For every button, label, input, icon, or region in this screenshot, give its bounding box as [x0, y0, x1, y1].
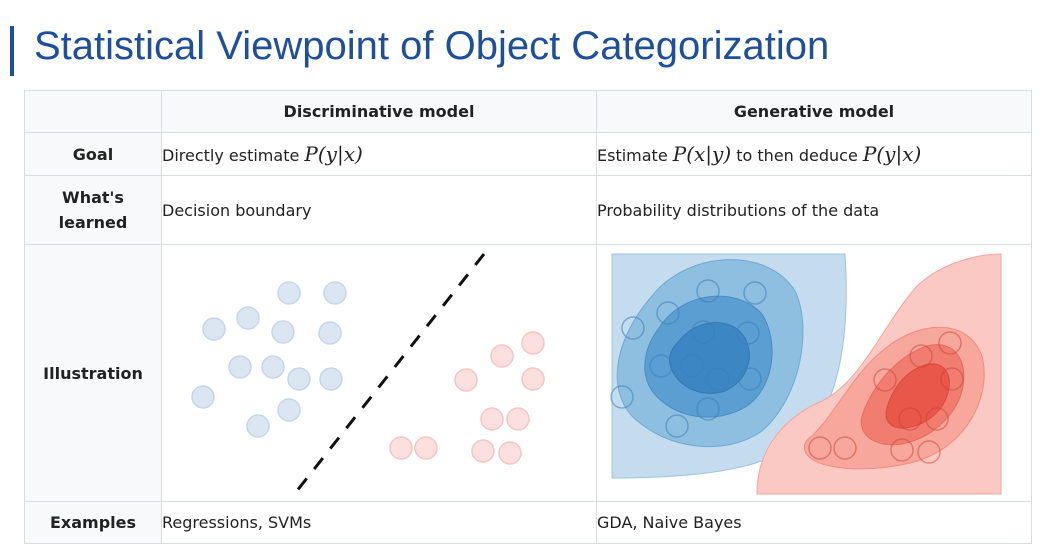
- blue-point: [610, 384, 634, 409]
- red-point: [506, 406, 530, 431]
- blue-point: [277, 280, 301, 305]
- learned-discriminative: Decision boundary: [161, 175, 597, 245]
- blue-point: [743, 280, 767, 305]
- blue-point: [691, 319, 715, 344]
- learned-generative: Probability distributions of the data: [596, 175, 1032, 245]
- blue-point: [656, 300, 680, 325]
- examples-discriminative: Regressions, SVMs: [161, 501, 597, 544]
- blue-point: [680, 353, 704, 378]
- blue-point: [236, 305, 260, 330]
- row-label-learned-line1: What's: [62, 188, 124, 207]
- red-point: [917, 439, 941, 464]
- blue-point: [696, 278, 720, 303]
- row-label-illustration: Illustration: [24, 244, 162, 502]
- generative-illustration: [610, 252, 1002, 494]
- goal-generative: Estimate P(x|y) to then deduce P(y|x): [596, 132, 1032, 176]
- header-discriminative: Discriminative model: [161, 90, 597, 133]
- blue-point: [696, 396, 720, 421]
- goal-disc-math: P(y|x): [304, 142, 363, 166]
- illustration-discriminative: [161, 244, 597, 502]
- red-point: [925, 406, 949, 431]
- red-point: [480, 406, 504, 431]
- blue-point: [287, 366, 311, 391]
- blue-point: [649, 353, 673, 378]
- red-point: [521, 330, 545, 355]
- red-distribution-points: [808, 330, 964, 464]
- table-row-goal: Goal Directly estimate P(y|x) Estimate P…: [24, 132, 1032, 176]
- table-row-learned: What's learned Decision boundary Probabi…: [24, 175, 1032, 245]
- red-point: [938, 330, 962, 355]
- blue-point: [228, 354, 252, 379]
- red-point: [389, 435, 413, 460]
- red-point: [471, 438, 495, 463]
- blue-point: [246, 413, 270, 438]
- table-row-examples: Examples Regressions, SVMs GDA, Naive Ba…: [24, 501, 1032, 544]
- header-generative: Generative model: [596, 90, 1032, 133]
- goal-disc-text: Directly estimate: [162, 146, 300, 165]
- red-point: [940, 366, 964, 391]
- blue-point: [736, 320, 760, 345]
- header-empty: [24, 90, 162, 133]
- red-distribution-contours: [756, 252, 1002, 494]
- blue-point: [738, 366, 762, 391]
- red-point: [808, 435, 832, 460]
- comparison-table: Discriminative model Generative model Go…: [24, 90, 1032, 544]
- goal-gen-math2: P(y|x): [862, 142, 922, 166]
- red-point: [909, 343, 933, 368]
- red-point: [833, 435, 857, 460]
- goal-gen-text1: Estimate: [597, 146, 668, 165]
- red-point: [873, 367, 897, 392]
- blue-point: [323, 280, 347, 305]
- red-point: [890, 437, 914, 462]
- blue-class-points: [191, 280, 347, 438]
- blue-point: [319, 366, 343, 391]
- blue-point: [318, 320, 342, 345]
- blue-point: [191, 384, 215, 409]
- page-title: Statistical Viewpoint of Object Categori…: [34, 24, 830, 68]
- blue-point: [621, 315, 645, 340]
- blue-point: [665, 413, 689, 438]
- row-label-goal: Goal: [24, 132, 162, 176]
- red-point: [898, 406, 922, 431]
- goal-gen-text2: to then deduce: [736, 146, 858, 165]
- row-label-learned: What's learned: [24, 175, 162, 245]
- table-header-row: Discriminative model Generative model: [24, 90, 1032, 133]
- illustration-generative: [596, 244, 1032, 502]
- blue-point: [271, 319, 295, 344]
- goal-gen-math1: P(x|y): [672, 142, 732, 166]
- examples-generative: GDA, Naive Bayes: [596, 501, 1032, 544]
- blue-distribution-points: [610, 278, 767, 438]
- blue-point: [277, 397, 301, 422]
- blue-point: [202, 316, 226, 341]
- row-label-examples: Examples: [24, 501, 162, 544]
- row-label-learned-line2: learned: [58, 213, 128, 232]
- red-point: [521, 366, 545, 391]
- blue-distribution-contours: [611, 253, 847, 479]
- goal-discriminative: Directly estimate P(y|x): [161, 132, 597, 176]
- red-point: [454, 367, 478, 392]
- discriminative-illustration: [191, 252, 545, 493]
- table-row-illustration: Illustration: [24, 244, 1032, 502]
- red-point: [498, 440, 522, 465]
- blue-point: [261, 354, 285, 379]
- blue-point: [706, 366, 730, 391]
- red-point: [490, 343, 514, 368]
- title-accent-bar: [10, 26, 14, 76]
- red-point: [414, 435, 438, 460]
- red-class-points: [389, 330, 545, 465]
